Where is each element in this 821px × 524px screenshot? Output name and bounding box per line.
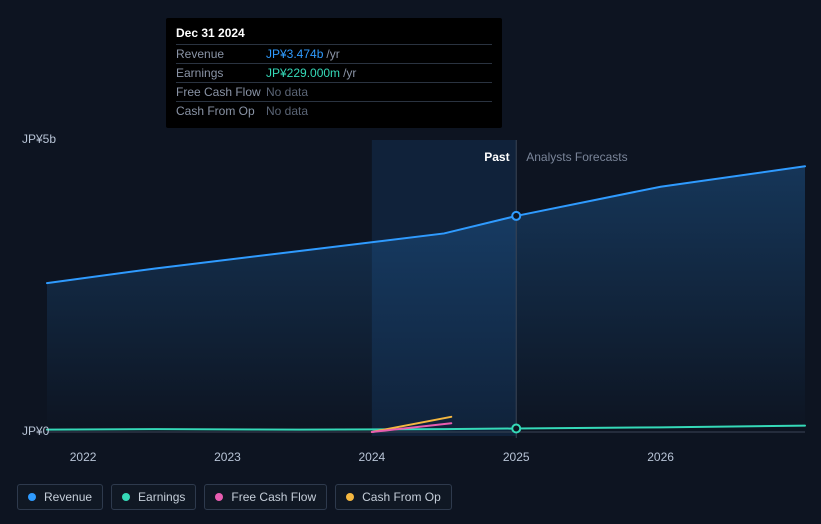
legend-label: Earnings [138, 490, 185, 504]
tooltip-suffix: /yr [343, 66, 356, 80]
x-axis-label: 2024 [358, 450, 385, 464]
tooltip-title: Dec 31 2024 [176, 26, 492, 40]
legend-item-revenue[interactable]: Revenue [17, 484, 103, 510]
tooltip-label: Revenue [176, 47, 266, 61]
tooltip-row: Revenue JP¥3.474b /yr [176, 44, 492, 63]
x-axis-label: 2022 [70, 450, 97, 464]
legend: Revenue Earnings Free Cash Flow Cash Fro… [17, 484, 452, 510]
tooltip: Dec 31 2024 Revenue JP¥3.474b /yr Earnin… [166, 18, 502, 128]
legend-item-fcf[interactable]: Free Cash Flow [204, 484, 327, 510]
legend-dot-icon [346, 493, 354, 501]
tooltip-row: Earnings JP¥229.000m /yr [176, 63, 492, 82]
legend-label: Revenue [44, 490, 92, 504]
legend-item-cfo[interactable]: Cash From Op [335, 484, 452, 510]
tooltip-row: Cash From Op No data [176, 101, 492, 120]
x-axis-label: 2026 [647, 450, 674, 464]
tooltip-value: JP¥229.000m [266, 66, 340, 80]
legend-dot-icon [122, 493, 130, 501]
legend-dot-icon [28, 493, 36, 501]
tooltip-suffix: /yr [326, 47, 339, 61]
tooltip-value: JP¥3.474b [266, 47, 323, 61]
y-axis-label: JP¥0 [22, 424, 49, 438]
x-axis-label: 2025 [503, 450, 530, 464]
y-axis-label: JP¥5b [22, 132, 56, 146]
legend-label: Free Cash Flow [231, 490, 316, 504]
legend-label: Cash From Op [362, 490, 441, 504]
tooltip-value: No data [266, 104, 308, 118]
x-axis-label: 2023 [214, 450, 241, 464]
legend-dot-icon [215, 493, 223, 501]
forecast-label: Analysts Forecasts [526, 150, 627, 164]
tooltip-label: Free Cash Flow [176, 85, 266, 99]
tooltip-value: No data [266, 85, 308, 99]
tooltip-row: Free Cash Flow No data [176, 82, 492, 101]
tooltip-label: Cash From Op [176, 104, 266, 118]
legend-item-earnings[interactable]: Earnings [111, 484, 196, 510]
tooltip-label: Earnings [176, 66, 266, 80]
past-label: Past [484, 150, 509, 164]
